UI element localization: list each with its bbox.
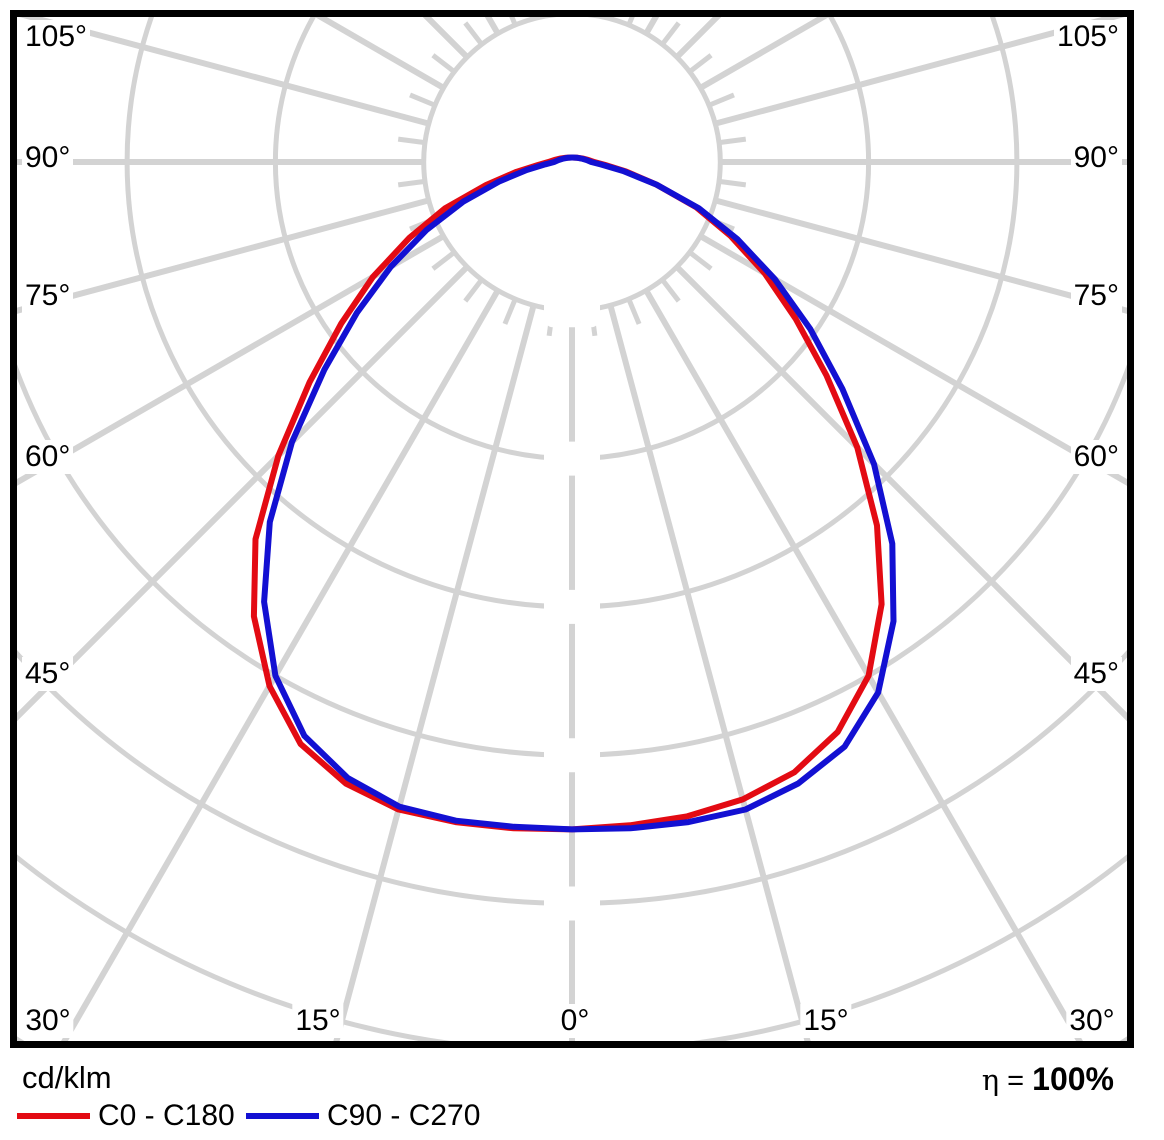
ring-value-box bbox=[544, 886, 600, 921]
angle-label-bottom-left-30: 30° bbox=[22, 1004, 74, 1038]
eta-symbol: η bbox=[981, 1063, 1000, 1097]
ring-value-box bbox=[544, 441, 600, 476]
angle-label-right-90: 90° bbox=[1070, 141, 1122, 175]
angle-label-right-60: 60° bbox=[1070, 440, 1122, 474]
ring-value-box bbox=[544, 738, 600, 773]
angle-label-bottom-right-30: 30° bbox=[1066, 1004, 1118, 1038]
angle-label-right-105: 105° bbox=[1053, 20, 1122, 54]
legend-item-c90-c270: C90 - C270 bbox=[246, 1100, 480, 1132]
curve-c90-c270 bbox=[261, 154, 897, 833]
angle-label-bottom-right-15: 15° bbox=[800, 1004, 852, 1038]
legend-label-c0-c180: C0 - C180 bbox=[98, 1099, 235, 1132]
curve-c0-c180 bbox=[250, 154, 885, 833]
angle-label-bottom-0: 0° bbox=[557, 1004, 593, 1038]
angle-label-right-75: 75° bbox=[1070, 279, 1122, 313]
eta-value: 100% bbox=[1032, 1061, 1114, 1097]
legend-swatch-c90-c270 bbox=[246, 1113, 319, 1119]
ring-value-box bbox=[544, 589, 600, 624]
angle-label-bottom-left-15: 15° bbox=[292, 1004, 344, 1038]
legend-swatch-c0-c180 bbox=[17, 1113, 90, 1119]
unit-label: cd/klm bbox=[22, 1060, 112, 1095]
ring-value-box bbox=[544, 293, 600, 328]
legend-label-c90-c270: C90 - C270 bbox=[327, 1099, 481, 1132]
angle-label-left-45: 45° bbox=[22, 657, 74, 691]
angle-label-left-60: 60° bbox=[22, 440, 74, 474]
angle-label-left-105: 105° bbox=[22, 20, 91, 54]
angle-label-left-90: 90° bbox=[22, 141, 74, 175]
eta-equals: = bbox=[999, 1065, 1033, 1097]
legend-item-c0-c180: C0 - C180 bbox=[17, 1100, 235, 1132]
chart-border bbox=[10, 10, 1134, 1048]
angle-label-right-45: 45° bbox=[1070, 657, 1122, 691]
efficiency-readout: η = 100% bbox=[982, 1062, 1114, 1098]
angle-label-left-75: 75° bbox=[22, 279, 74, 313]
